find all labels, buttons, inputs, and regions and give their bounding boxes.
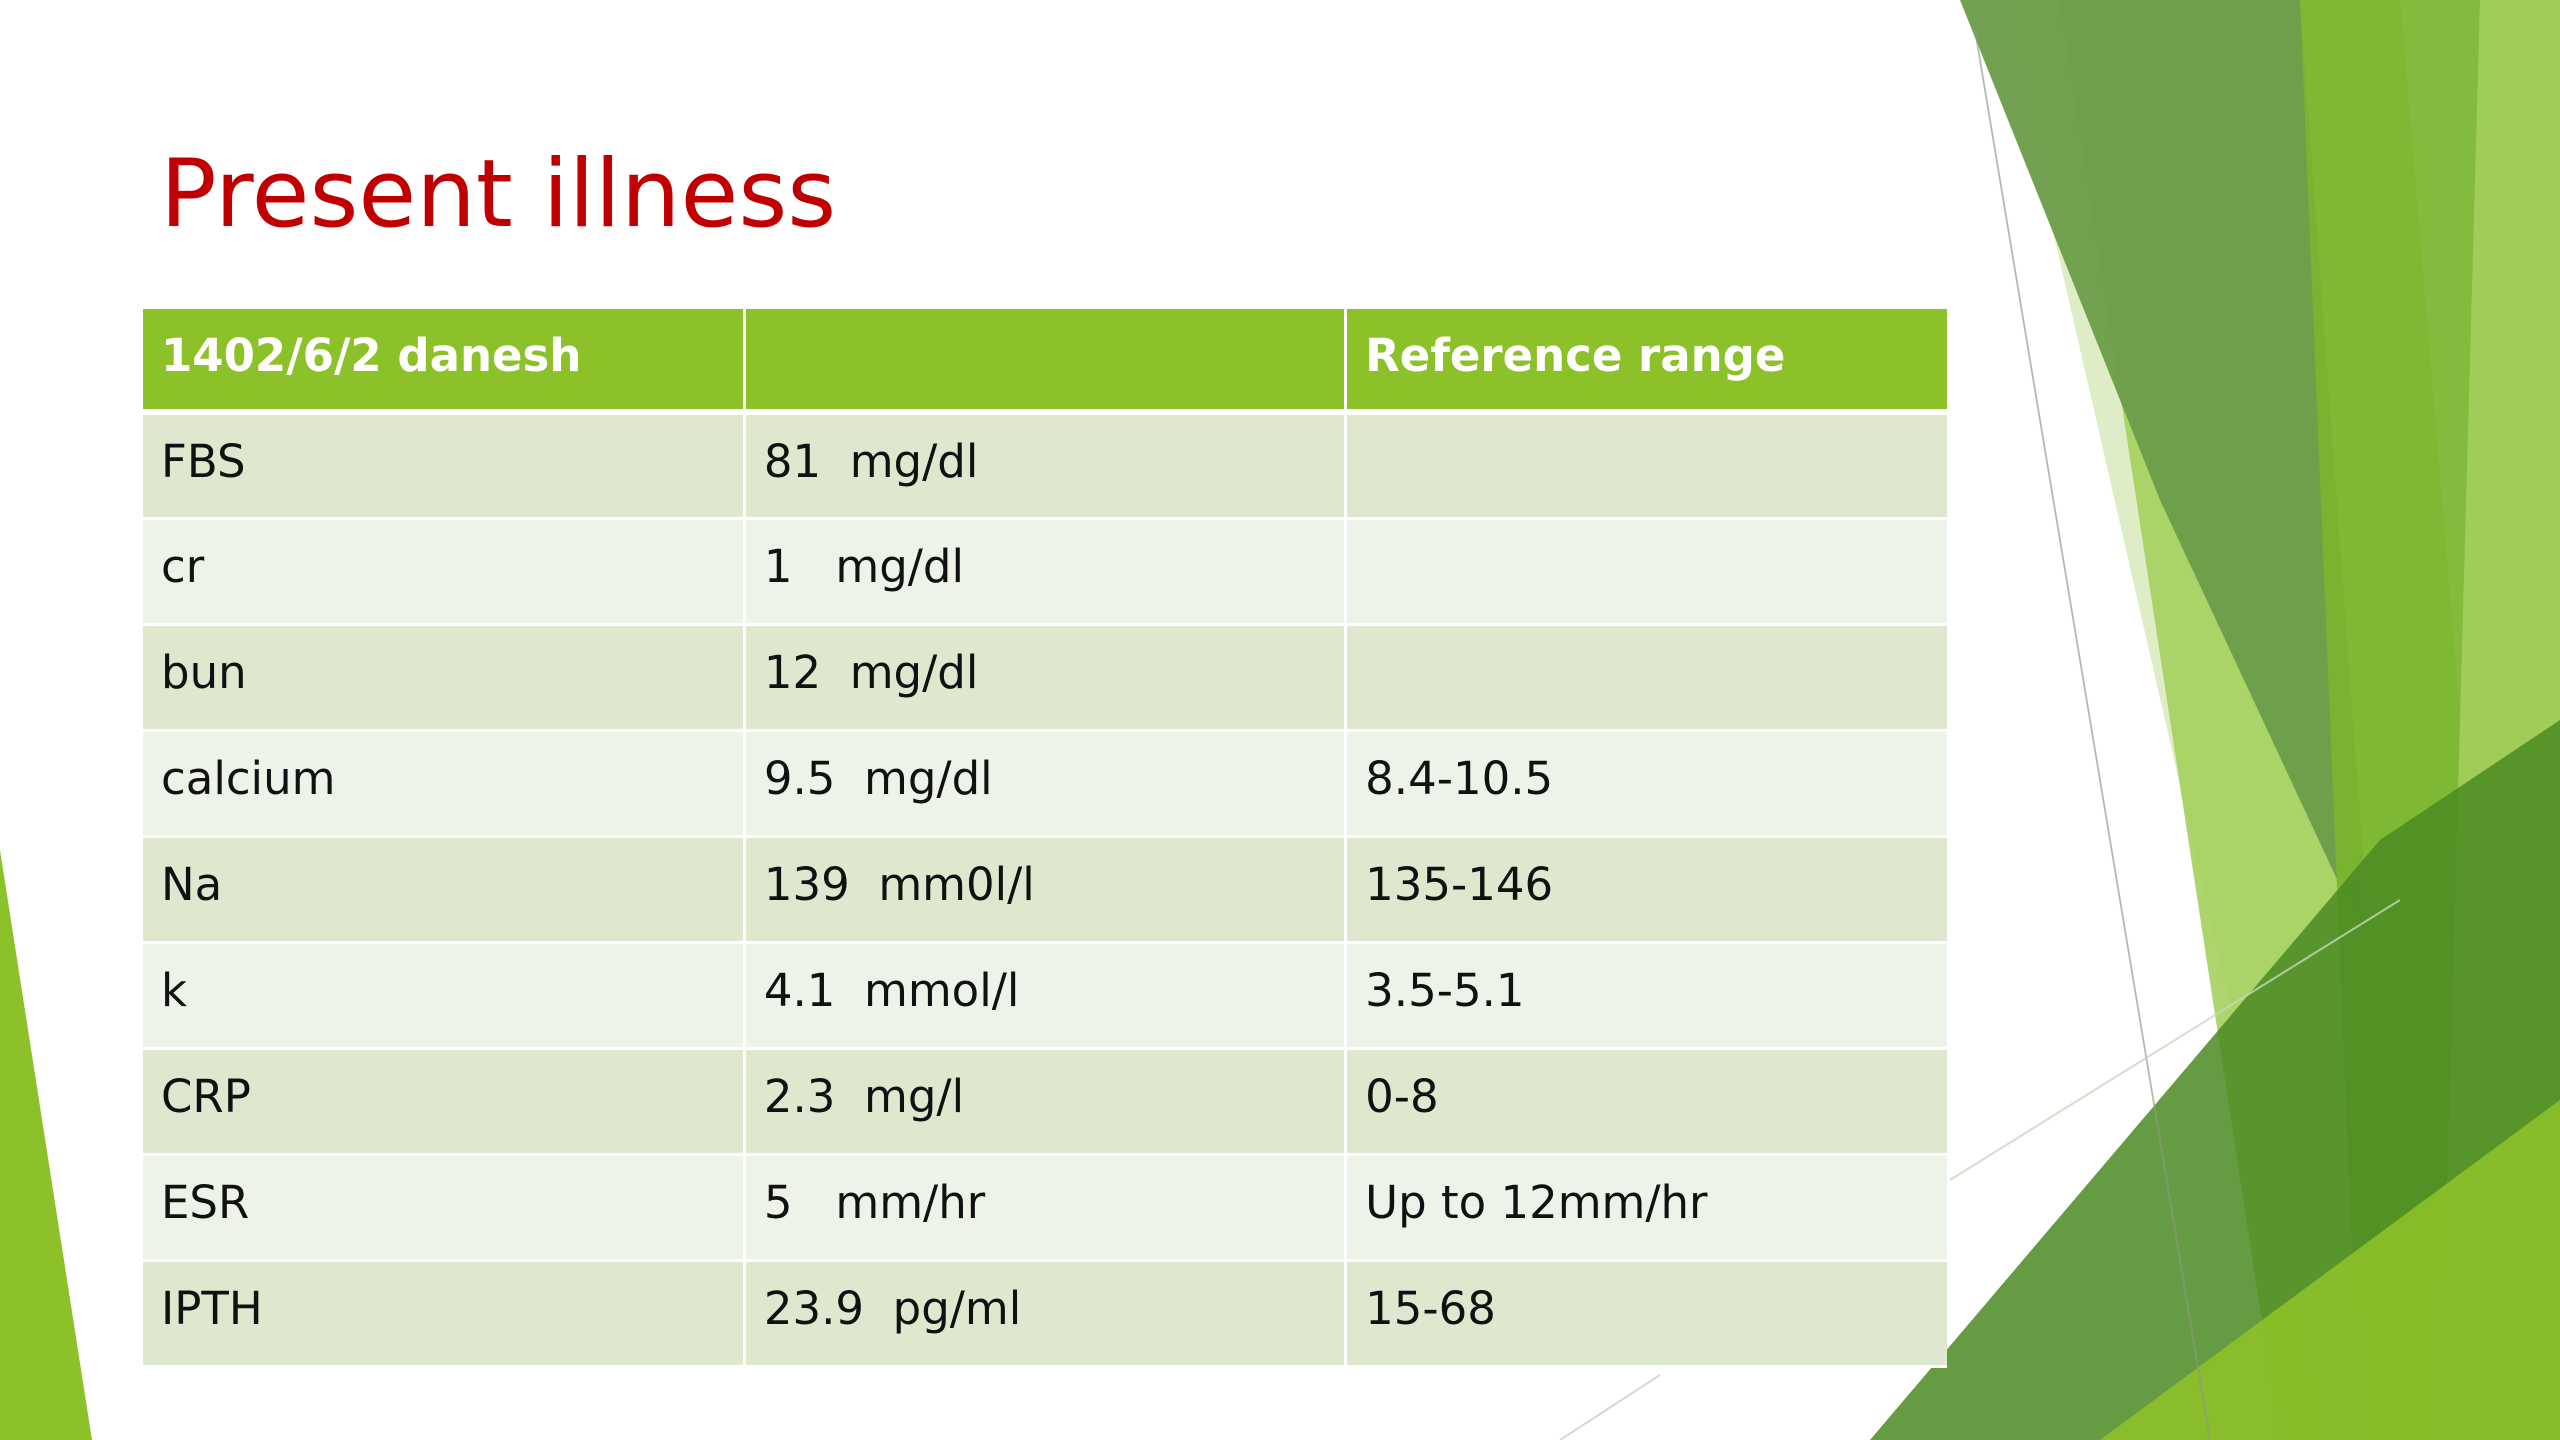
facet-bottom-bright	[2100, 1100, 2560, 1440]
header-date-source: 1402/6/2 danesh	[143, 309, 746, 415]
reference-cell: 135-146	[1345, 836, 1947, 944]
table-row: IPTH 23.9 pg/ml 15-68	[143, 1260, 1947, 1368]
reference-cell: Up to 12mm/hr	[1345, 1154, 1947, 1262]
reference-cell: 8.4-10.5	[1345, 730, 1947, 838]
test-value-cell: 23.9 pg/ml	[744, 1260, 1348, 1368]
test-name-cell: cr	[143, 518, 746, 626]
test-name-cell: bun	[143, 624, 746, 732]
reference-cell	[1345, 518, 1947, 626]
test-value-cell: 12 mg/dl	[744, 624, 1348, 732]
reference-cell: 3.5-5.1	[1345, 942, 1947, 1050]
facet-gray-green	[1960, 0, 2370, 950]
header-reference-range: Reference range	[1345, 309, 1947, 415]
test-value-cell: 1 mg/dl	[744, 518, 1348, 626]
reference-cell	[1345, 412, 1947, 520]
table-header-row: 1402/6/2 danesh Reference range	[143, 309, 1947, 415]
test-value-cell: 139 mm0l/l	[744, 836, 1348, 944]
test-name-cell: Na	[143, 836, 746, 944]
reference-cell: 0-8	[1345, 1048, 1947, 1156]
test-value-cell: 5 mm/hr	[744, 1154, 1348, 1262]
table-row: calcium 9.5 mg/dl 8.4-10.5	[143, 730, 1947, 838]
table-row: k 4.1 mmol/l 3.5-5.1	[143, 942, 1947, 1050]
reference-cell	[1345, 624, 1947, 732]
table-row: bun 12 mg/dl	[143, 624, 1947, 732]
table-row: FBS 81 mg/dl	[143, 412, 1947, 520]
table-row: Na 139 mm0l/l 135-146	[143, 836, 1947, 944]
table-row: ESR 5 mm/hr Up to 12mm/hr	[143, 1154, 1947, 1262]
test-name-cell: IPTH	[143, 1260, 746, 1368]
test-name-cell: k	[143, 942, 746, 1050]
test-name-cell: CRP	[143, 1048, 746, 1156]
test-value-cell: 81 mg/dl	[744, 412, 1348, 520]
table-row: CRP 2.3 mg/l 0-8	[143, 1048, 1947, 1156]
thin-line-1	[1974, 29, 2211, 1440]
reference-cell: 15-68	[1345, 1260, 1947, 1368]
test-name-cell: calcium	[143, 730, 746, 838]
test-value-cell: 9.5 mg/dl	[744, 730, 1348, 838]
table-row: cr 1 mg/dl	[143, 518, 1947, 626]
slide-title: Present illness	[160, 140, 837, 249]
test-value-cell: 4.1 mmol/l	[744, 942, 1348, 1050]
thin-line-2	[1949, 899, 2401, 1181]
header-value	[744, 309, 1348, 415]
facet-left-edge	[0, 850, 92, 1440]
test-name-cell: ESR	[143, 1154, 746, 1262]
thin-line-3	[1559, 1374, 1661, 1440]
lab-results-table: 1402/6/2 danesh Reference range FBS 81 m…	[143, 309, 1947, 1368]
test-name-cell: FBS	[143, 412, 746, 520]
test-value-cell: 2.3 mg/l	[744, 1048, 1348, 1156]
